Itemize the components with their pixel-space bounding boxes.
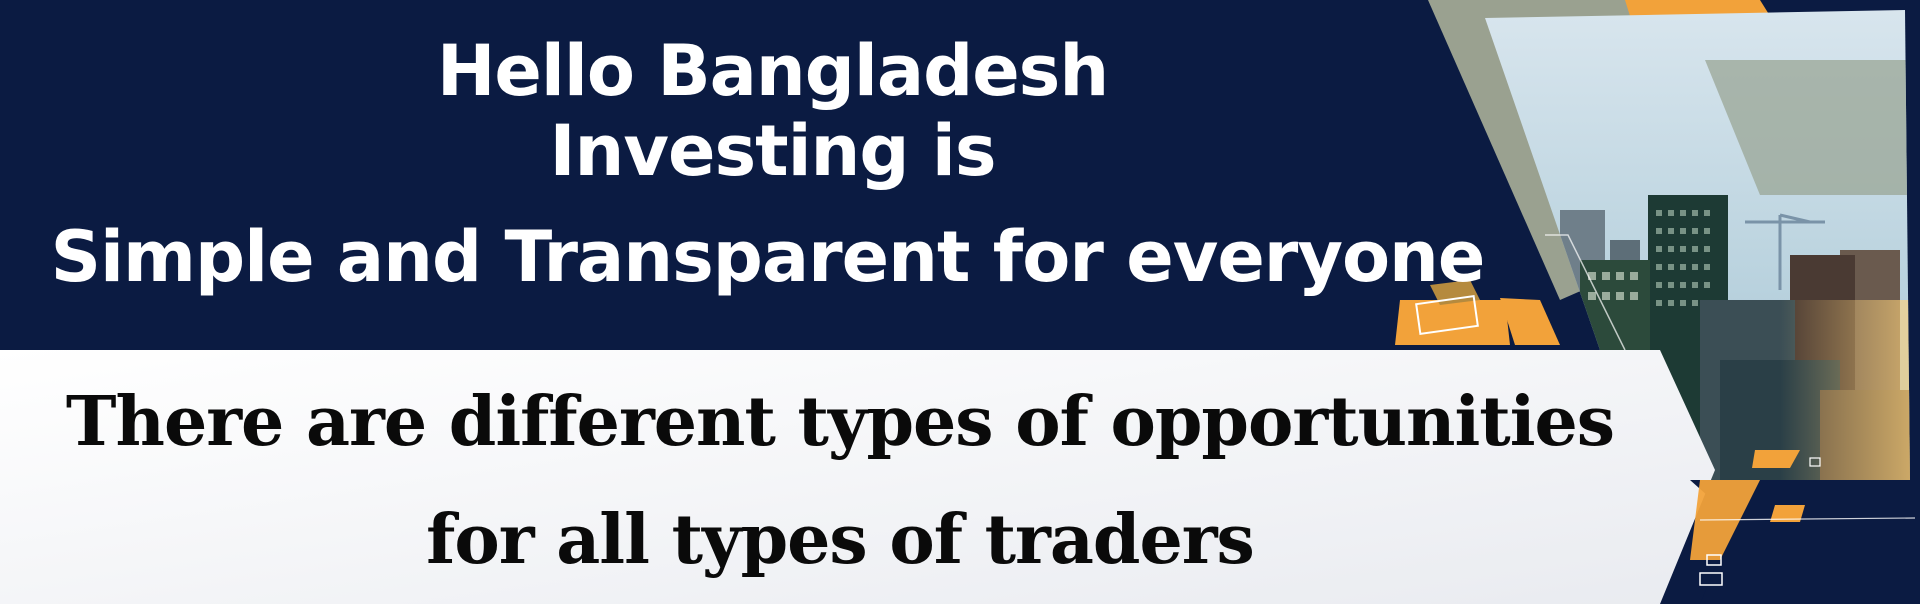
orange-accent-top xyxy=(1625,0,1770,16)
headline-block: Hello Bangladesh Investing is Simple and… xyxy=(0,0,1500,350)
headline-line-2: Investing is xyxy=(549,110,996,192)
headline-line-1: Hello Bangladesh xyxy=(436,30,1109,112)
subtext-line-2: for all types of traders xyxy=(426,500,1255,580)
headline-line-3: Simple and Transparent for everyone xyxy=(50,216,1486,298)
subtext-line-1: There are different types of opportuniti… xyxy=(65,382,1615,462)
lower-white-panel xyxy=(0,350,1715,604)
